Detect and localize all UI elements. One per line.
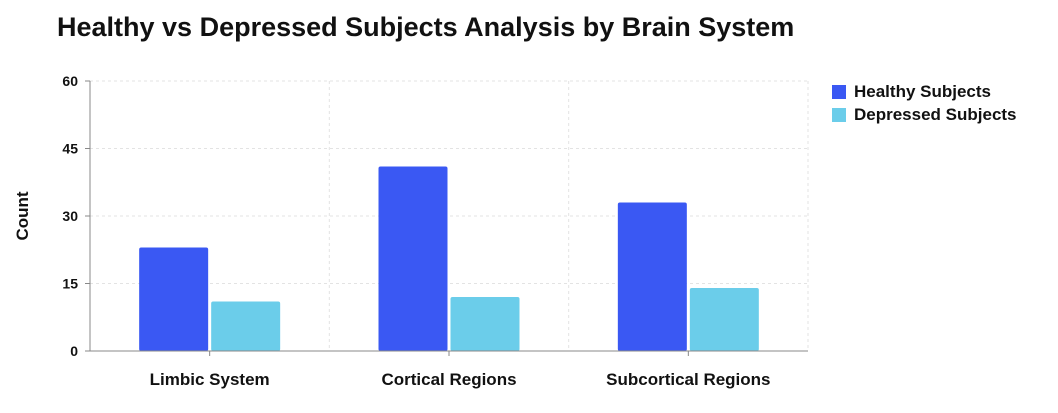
- grid-lines: [90, 80, 809, 351]
- y-tick-label: 45: [62, 141, 78, 157]
- y-tick-label: 0: [70, 343, 78, 359]
- x-tick-label: Cortical Regions: [381, 370, 516, 389]
- y-tick-label: 30: [62, 208, 78, 224]
- y-tick-label: 15: [62, 276, 78, 292]
- y-tick-label: 60: [62, 73, 78, 89]
- legend-swatch-depressed: [832, 107, 846, 122]
- bar-depressed[interactable]: [450, 297, 520, 351]
- legend-swatch-healthy: [832, 84, 846, 99]
- legend-label-depressed: Depressed Subjects: [854, 104, 1017, 124]
- x-tick-label: Limbic System: [150, 370, 270, 389]
- axes: [85, 80, 808, 356]
- legend-item-healthy[interactable]: Healthy Subjects: [832, 80, 1017, 103]
- bar-depressed[interactable]: [689, 288, 759, 351]
- bar-depressed[interactable]: [211, 301, 281, 352]
- bar-healthy[interactable]: [617, 202, 687, 352]
- y-tick-labels: 0 15 30 45 60: [62, 73, 78, 359]
- legend-label-healthy: Healthy Subjects: [854, 81, 991, 101]
- legend: Healthy Subjects Depressed Subjects: [832, 80, 1017, 126]
- bar-healthy[interactable]: [378, 166, 448, 352]
- legend-item-depressed[interactable]: Depressed Subjects: [832, 103, 1017, 126]
- chart-title: Healthy vs Depressed Subjects Analysis b…: [57, 12, 795, 42]
- bar-healthy[interactable]: [139, 247, 209, 352]
- y-axis-label: Count: [13, 191, 32, 240]
- x-tick-labels: Limbic System Cortical Regions Subcortical…: [150, 370, 771, 389]
- bar-group: [139, 166, 759, 352]
- x-tick-label: Subcortical Regions: [606, 370, 770, 389]
